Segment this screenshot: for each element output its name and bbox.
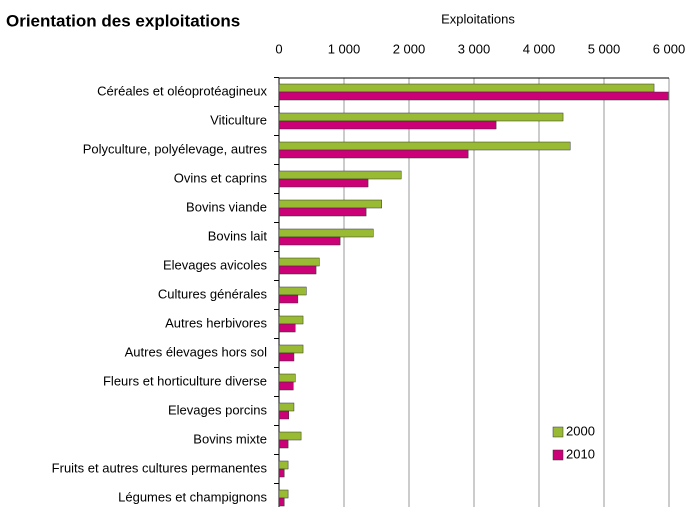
bar — [278, 91, 669, 101]
y-tick-label: Légumes et champignons — [118, 489, 267, 504]
bar — [278, 381, 294, 391]
y-tick-label: Polyculture, polyélevage, autres — [83, 141, 268, 156]
y-tick-label: Fruits et autres cultures permanentes — [52, 460, 268, 475]
bar — [278, 460, 289, 470]
y-tick-label: Autres élevages hors sol — [125, 344, 267, 359]
bar — [278, 170, 402, 180]
legend-swatch — [552, 449, 564, 461]
x-tick-label: 1 000 — [328, 41, 361, 56]
x-tick-label: 6 000 — [653, 41, 686, 56]
bar — [278, 286, 307, 296]
bar — [278, 141, 571, 151]
y-tick-label: Viticulture — [210, 112, 267, 127]
bar — [278, 373, 296, 383]
y-tick-label: Ovins et caprins — [174, 170, 268, 185]
x-axis-label: Exploitations — [441, 11, 515, 26]
y-tick-label: Bovins mixte — [193, 431, 267, 446]
legend-label: 2010 — [566, 446, 595, 461]
bar — [278, 228, 374, 238]
y-tick-label: Fleurs et horticulture diverse — [103, 373, 267, 388]
bar — [278, 468, 285, 478]
chart-title: Orientation des exploitations — [6, 11, 240, 30]
y-tick-label: Céréales et oléoprotéagineux — [97, 83, 267, 98]
bar — [278, 294, 299, 304]
y-tick-label: Bovins viande — [186, 199, 267, 214]
legend-swatch — [552, 426, 564, 438]
bar — [278, 323, 296, 333]
bar — [278, 344, 304, 354]
bar — [278, 207, 367, 217]
bar — [278, 265, 317, 275]
x-tick-label: 4 000 — [523, 41, 556, 56]
bar — [278, 120, 497, 130]
bar — [278, 489, 289, 499]
x-tick-label: 5 000 — [588, 41, 621, 56]
legend-label: 2000 — [566, 423, 595, 438]
bar — [278, 236, 341, 246]
y-tick-label: Elevages avicoles — [163, 257, 268, 272]
bar — [278, 431, 302, 441]
y-tick-label: Bovins lait — [208, 228, 268, 243]
bar — [278, 410, 289, 420]
bar — [278, 112, 564, 122]
bar — [278, 257, 320, 267]
bar — [278, 497, 285, 507]
bar — [278, 315, 304, 325]
bar — [278, 402, 295, 412]
y-tick-label: Autres herbivores — [165, 315, 267, 330]
bar — [278, 439, 289, 449]
bar — [278, 199, 382, 209]
bar — [278, 83, 655, 93]
x-tick-label: 3 000 — [458, 41, 491, 56]
bar — [278, 352, 295, 362]
bar — [278, 178, 369, 188]
y-tick-label: Cultures générales — [158, 286, 268, 301]
x-tick-label: 2 000 — [393, 41, 426, 56]
x-tick-label: 0 — [275, 41, 282, 56]
bar — [278, 149, 469, 159]
y-tick-label: Elevages porcins — [168, 402, 267, 417]
